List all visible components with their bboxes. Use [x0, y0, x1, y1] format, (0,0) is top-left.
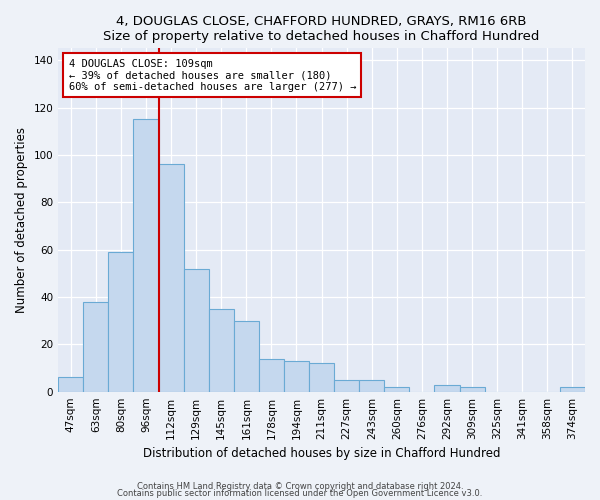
Bar [434, 384, 460, 392]
Text: Contains HM Land Registry data © Crown copyright and database right 2024.: Contains HM Land Registry data © Crown c… [137, 482, 463, 491]
Bar [560, 387, 585, 392]
Bar [460, 387, 485, 392]
Text: 4 DOUGLAS CLOSE: 109sqm
← 39% of detached houses are smaller (180)
60% of semi-d: 4 DOUGLAS CLOSE: 109sqm ← 39% of detache… [69, 58, 356, 92]
Bar [309, 364, 334, 392]
Bar [385, 387, 409, 392]
Bar [58, 378, 83, 392]
Bar [359, 380, 385, 392]
X-axis label: Distribution of detached houses by size in Chafford Hundred: Distribution of detached houses by size … [143, 447, 500, 460]
Bar [334, 380, 359, 392]
Bar [284, 361, 309, 392]
Title: 4, DOUGLAS CLOSE, CHAFFORD HUNDRED, GRAYS, RM16 6RB
Size of property relative to: 4, DOUGLAS CLOSE, CHAFFORD HUNDRED, GRAY… [103, 15, 540, 43]
Bar [209, 309, 234, 392]
Bar [234, 320, 259, 392]
Bar [184, 268, 209, 392]
Text: Contains public sector information licensed under the Open Government Licence v3: Contains public sector information licen… [118, 490, 482, 498]
Bar [83, 302, 109, 392]
Bar [109, 252, 133, 392]
Y-axis label: Number of detached properties: Number of detached properties [15, 127, 28, 313]
Bar [133, 120, 158, 392]
Bar [259, 358, 284, 392]
Bar [158, 164, 184, 392]
